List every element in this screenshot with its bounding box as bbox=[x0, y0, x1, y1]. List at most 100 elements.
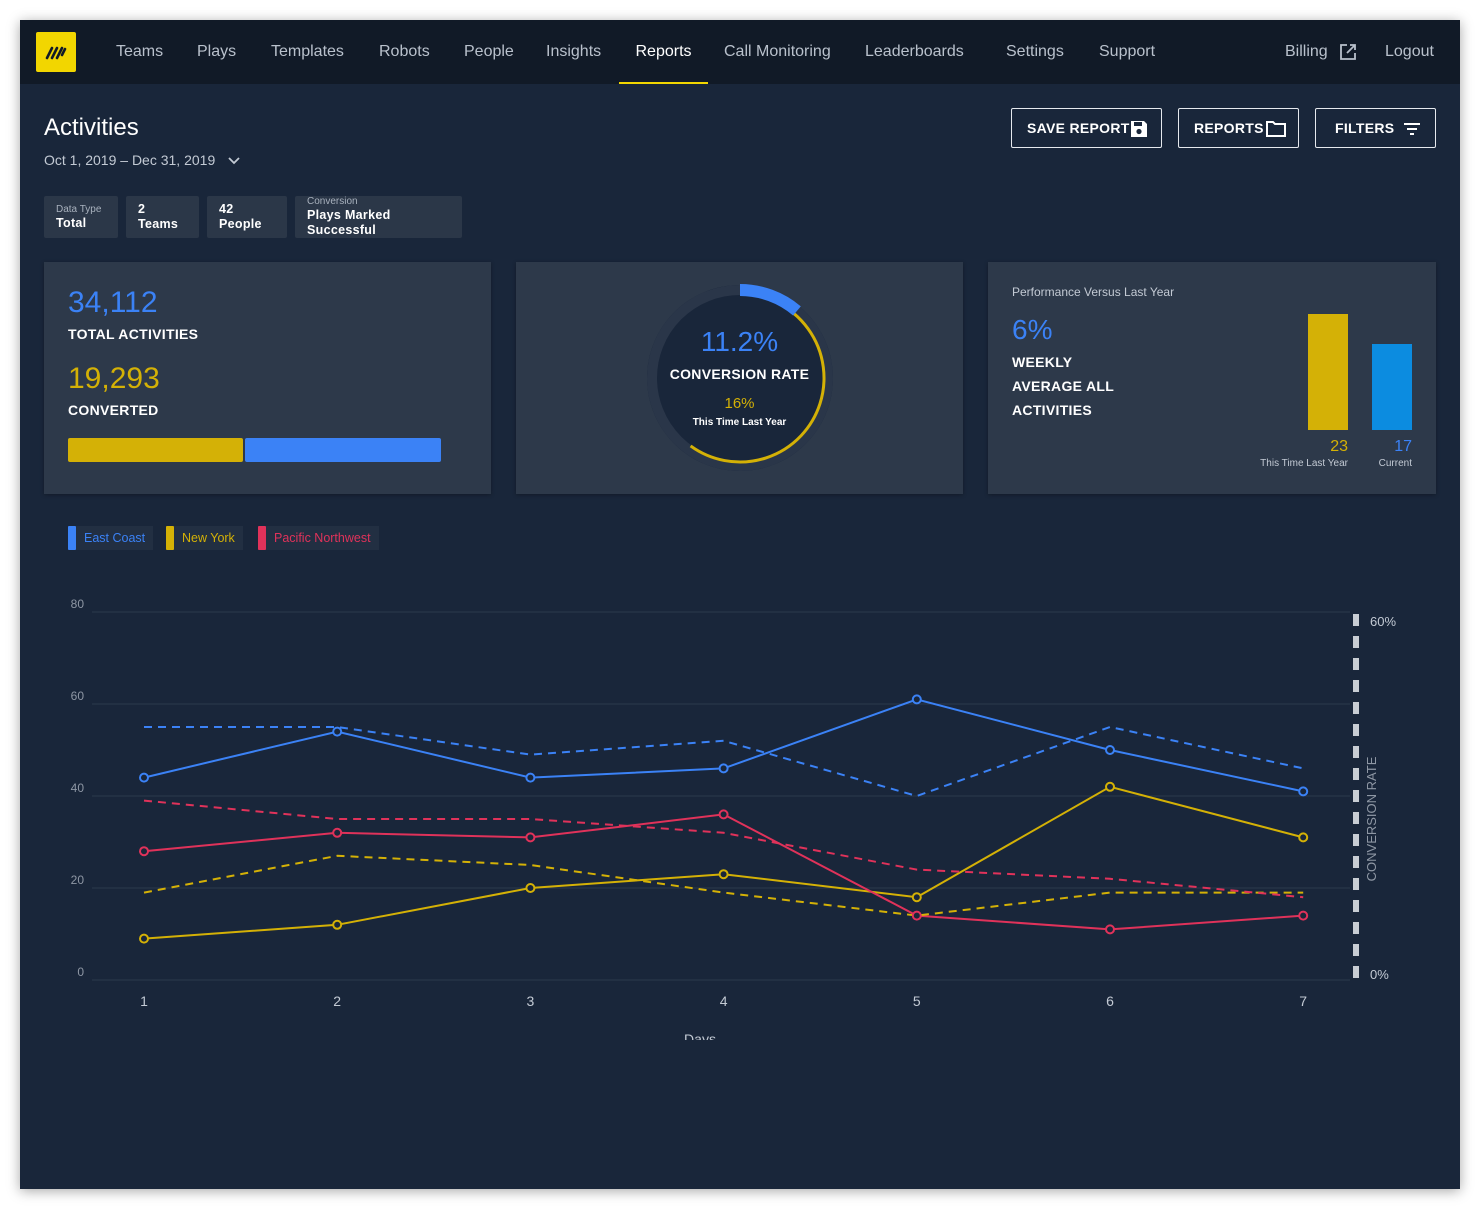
ring-background bbox=[647, 285, 833, 471]
performance-line-1: WEEKLY bbox=[1012, 354, 1073, 370]
filters-button[interactable]: FILTERS bbox=[1315, 108, 1436, 148]
nav-people[interactable]: People bbox=[464, 43, 514, 60]
folder-icon bbox=[1266, 121, 1286, 137]
data-point[interactable] bbox=[332, 726, 343, 737]
x-tick-label: 2 bbox=[333, 993, 341, 1009]
external-link-icon[interactable] bbox=[1339, 43, 1357, 61]
performance-card: Performance Versus Last Year 6% WEEKLY A… bbox=[988, 262, 1436, 494]
y-tick-label: 60 bbox=[71, 689, 85, 703]
data-point[interactable] bbox=[139, 933, 149, 944]
chip-people-value: 42 People bbox=[219, 202, 262, 231]
y-tick-label: 20 bbox=[71, 873, 85, 887]
data-point[interactable] bbox=[718, 763, 729, 774]
app-window: Teams Plays Templates Robots People Insi… bbox=[20, 20, 1460, 1189]
data-point[interactable] bbox=[332, 827, 343, 838]
page-title: Activities bbox=[44, 114, 139, 141]
total-activities-label: TOTAL ACTIVITIES bbox=[68, 326, 199, 342]
nav-insights[interactable]: Insights bbox=[546, 43, 602, 60]
reports-button[interactable]: REPORTS bbox=[1178, 108, 1299, 148]
data-point[interactable] bbox=[911, 910, 922, 921]
chip-data-type-label: Data Type bbox=[56, 203, 102, 215]
legend-pacific-northwest[interactable]: Pacific Northwest bbox=[258, 526, 379, 550]
conversion-rate-value: 11.2% bbox=[700, 326, 779, 357]
chip-conversion-label: Conversion bbox=[307, 196, 358, 207]
save-report-label: SAVE REPORT bbox=[1027, 120, 1130, 136]
data-point[interactable] bbox=[1105, 745, 1115, 755]
legend-east-coast[interactable]: East Coast bbox=[68, 526, 154, 550]
data-point[interactable] bbox=[911, 892, 922, 903]
x-tick-label: 4 bbox=[720, 993, 728, 1009]
current-bar bbox=[1372, 344, 1412, 430]
data-point[interactable] bbox=[718, 809, 729, 820]
converted-progress-bar bbox=[68, 438, 441, 462]
nav-support[interactable]: Support bbox=[1099, 43, 1156, 60]
nav-plays[interactable]: Plays bbox=[197, 43, 237, 60]
y-tick-label: 0 bbox=[77, 965, 84, 979]
brand-logo[interactable] bbox=[36, 32, 76, 72]
nav-settings[interactable]: Settings bbox=[1006, 43, 1064, 60]
filter-lines-icon bbox=[1404, 123, 1420, 135]
data-point[interactable] bbox=[332, 919, 343, 930]
data-point[interactable] bbox=[525, 832, 536, 843]
data-point[interactable] bbox=[525, 772, 536, 783]
chip-people[interactable]: 42 People bbox=[207, 196, 287, 238]
performance-title: Performance Versus Last Year bbox=[1012, 285, 1175, 299]
activities-line-chart: 0 20 40 60 80 1 2 3 4 5 6 7 60% 0% Days CONVERSION … bbox=[71, 597, 1397, 1040]
chip-data-type[interactable]: Data Type Total bbox=[44, 196, 118, 238]
nav-robots[interactable]: Robots bbox=[379, 43, 430, 60]
nav-billing[interactable]: Billing bbox=[1285, 43, 1328, 60]
performance-value: 6% bbox=[1012, 314, 1053, 345]
save-report-button[interactable]: SAVE REPORT bbox=[1011, 108, 1162, 148]
chip-conversion[interactable]: Conversion Plays Marked Successful bbox=[295, 196, 462, 238]
x-tick-label: 1 bbox=[140, 993, 148, 1009]
nav-leaderboards[interactable]: Leaderboards bbox=[865, 43, 964, 60]
nav-logout[interactable]: Logout bbox=[1385, 43, 1434, 60]
data-point[interactable] bbox=[911, 694, 922, 705]
date-range[interactable]: Oct 1, 2019 – Dec 31, 2019 bbox=[44, 152, 216, 168]
x-tick-label: 5 bbox=[913, 993, 921, 1009]
filters-label: FILTERS bbox=[1335, 120, 1395, 136]
performance-line-2: AVERAGE ALL bbox=[1012, 378, 1115, 394]
legend-swatch bbox=[68, 526, 76, 550]
nav-teams[interactable]: Teams bbox=[116, 43, 164, 60]
save-disk-icon bbox=[1131, 121, 1147, 137]
data-point[interactable] bbox=[1298, 786, 1309, 797]
reports-label: REPORTS bbox=[1194, 120, 1264, 136]
conversion-rate-axis-label: CONVERSION RATE bbox=[1364, 756, 1379, 881]
legend-pacific-northwest-label: Pacific Northwest bbox=[274, 531, 371, 545]
logo-slashes-icon bbox=[45, 46, 67, 60]
conversion-rate-label: CONVERSION RATE bbox=[669, 366, 810, 382]
conversion-last-year-label: This Time Last Year bbox=[692, 417, 787, 428]
data-point[interactable] bbox=[139, 846, 149, 857]
legend-new-york-label: New York bbox=[182, 531, 235, 545]
data-point[interactable] bbox=[718, 869, 729, 880]
nav-reports[interactable]: Reports bbox=[619, 20, 708, 84]
chevron-down-icon[interactable] bbox=[226, 153, 242, 169]
conversion-rate-ring bbox=[647, 284, 833, 471]
current-bar-value: 17 bbox=[1394, 438, 1412, 455]
series-line-blue-dashed[interactable] bbox=[144, 725, 1304, 798]
chip-teams[interactable]: 2 Teams bbox=[126, 196, 199, 238]
nav-call-monitoring[interactable]: Call Monitoring bbox=[724, 43, 831, 60]
x-axis-label: Days bbox=[684, 1031, 716, 1040]
legend-east-coast-label: East Coast bbox=[84, 531, 146, 545]
data-point[interactable] bbox=[525, 883, 536, 893]
data-point[interactable] bbox=[139, 772, 149, 783]
series-line-yellow-dashed[interactable] bbox=[143, 854, 1304, 917]
data-point[interactable] bbox=[1105, 781, 1115, 792]
series-line-red-dashed[interactable] bbox=[143, 799, 1304, 899]
data-point[interactable] bbox=[1105, 924, 1115, 935]
x-tick-label: 3 bbox=[527, 993, 535, 1009]
series-line-blue-solid[interactable] bbox=[143, 698, 1304, 793]
chip-teams-value: 2 Teams bbox=[138, 202, 179, 231]
nav-templates[interactable]: Templates bbox=[271, 43, 344, 60]
data-point[interactable] bbox=[1298, 832, 1309, 843]
chip-conversion-value: Plays Marked Successful bbox=[307, 208, 391, 237]
unconverted-bar-segment bbox=[245, 438, 441, 462]
y2-tick-label: 60% bbox=[1370, 614, 1396, 629]
legend-new-york[interactable]: New York bbox=[166, 526, 243, 550]
y2-tick-label: 0% bbox=[1370, 967, 1389, 982]
y-tick-label: 80 bbox=[71, 597, 85, 611]
data-point[interactable] bbox=[1298, 910, 1309, 921]
last-year-bar-value: 23 bbox=[1330, 438, 1348, 455]
